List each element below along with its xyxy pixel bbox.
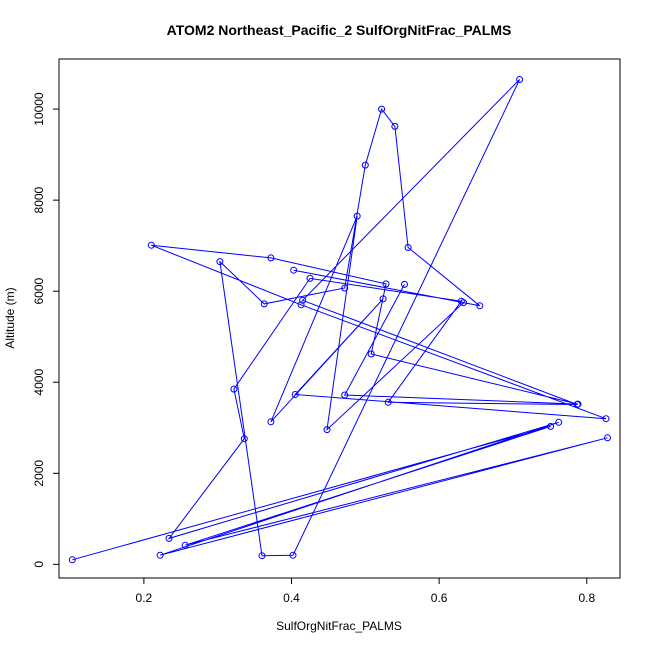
- data-point: [404, 244, 412, 251]
- data-point: [602, 415, 610, 423]
- y-tick-label: 0: [32, 561, 46, 568]
- plot-area: [68, 76, 611, 564]
- data-point: [306, 274, 314, 282]
- data-point: [353, 212, 361, 220]
- data-point: [267, 418, 275, 426]
- series-line: [72, 79, 608, 561]
- data-point: [460, 299, 467, 307]
- x-axis: 0.2 0.4 0.6 0.8: [136, 578, 595, 605]
- data-point: [361, 161, 369, 169]
- x-tick-label: 0.8: [578, 591, 595, 605]
- chart-title: ATOM2 Northeast_Pacific_2 SulfOrgNitFrac…: [167, 22, 512, 38]
- data-point: [378, 105, 386, 113]
- data-point: [230, 385, 238, 393]
- data-point: [156, 551, 164, 559]
- y-tick-label: 4000: [32, 369, 46, 396]
- data-point: [216, 258, 224, 266]
- y-axis: 0 2000 4000 6000 8000 10000: [32, 92, 59, 568]
- data-point: [401, 280, 408, 288]
- x-tick-label: 0.4: [283, 591, 300, 605]
- x-axis-label: SulfOrgNitFrac_PALMS: [276, 619, 402, 633]
- data-point: [291, 391, 299, 398]
- data-point: [391, 122, 399, 130]
- data-point: [384, 398, 392, 406]
- data-point: [516, 76, 524, 83]
- data-point: [323, 426, 331, 434]
- data-point: [604, 434, 611, 442]
- y-tick-label: 8000: [32, 186, 46, 213]
- data-point: [267, 254, 275, 262]
- data-point: [147, 241, 155, 249]
- x-tick-label: 0.2: [136, 591, 153, 605]
- data-point: [341, 284, 349, 292]
- y-tick-label: 2000: [32, 460, 46, 487]
- data-point: [547, 422, 555, 430]
- data-point: [260, 300, 268, 308]
- data-point: [555, 418, 563, 426]
- data-point: [181, 541, 189, 549]
- data-point: [240, 435, 248, 443]
- data-point: [476, 302, 484, 310]
- data-point: [258, 552, 266, 560]
- data-point: [574, 400, 582, 408]
- data-point: [68, 556, 76, 564]
- y-axis-label: Altitude (m): [3, 287, 17, 348]
- plot-frame: [58, 58, 621, 579]
- y-tick-label: 6000: [32, 278, 46, 305]
- y-tick-label: 10000: [32, 92, 46, 126]
- data-point: [290, 266, 298, 274]
- data-point: [382, 280, 390, 288]
- data-point: [367, 350, 375, 358]
- data-point: [379, 295, 387, 303]
- data-point: [165, 534, 173, 542]
- data-point: [289, 551, 297, 559]
- data-point: [299, 296, 307, 304]
- x-tick-label: 0.6: [431, 591, 448, 605]
- data-point: [297, 301, 305, 309]
- data-point: [341, 391, 349, 399]
